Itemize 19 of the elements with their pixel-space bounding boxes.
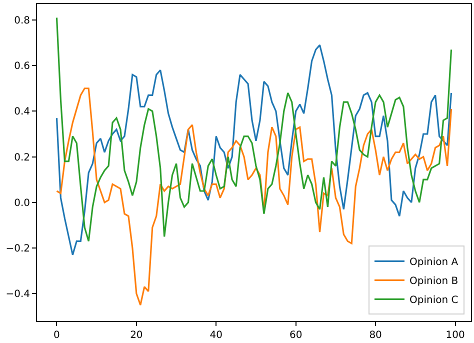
x-tick-label: 60 [289,330,302,341]
x-tick-label: 20 [130,330,143,341]
y-tick-label: 0.8 [14,15,30,26]
y-tick-label: 0.4 [14,106,30,118]
y-tick-label: 0.0 [14,198,30,209]
x-tick-label: 40 [210,330,223,341]
legend-label: Opinion C [409,295,458,306]
x-tick-label: 0 [54,330,60,341]
line-series [56,88,452,306]
legend-label: Opinion A [409,257,458,268]
y-tick-label: −0.4 [6,289,30,300]
legend-label: Opinion B [409,276,458,288]
y-tick-label: 0.2 [14,152,30,164]
y-tick-label: −0.2 [6,244,30,255]
x-tick-label: 80 [369,330,382,341]
x-tick-label: 100 [446,330,465,341]
line-series [56,16,452,242]
line-series [56,44,452,256]
y-tick-label: 0.6 [14,61,30,72]
